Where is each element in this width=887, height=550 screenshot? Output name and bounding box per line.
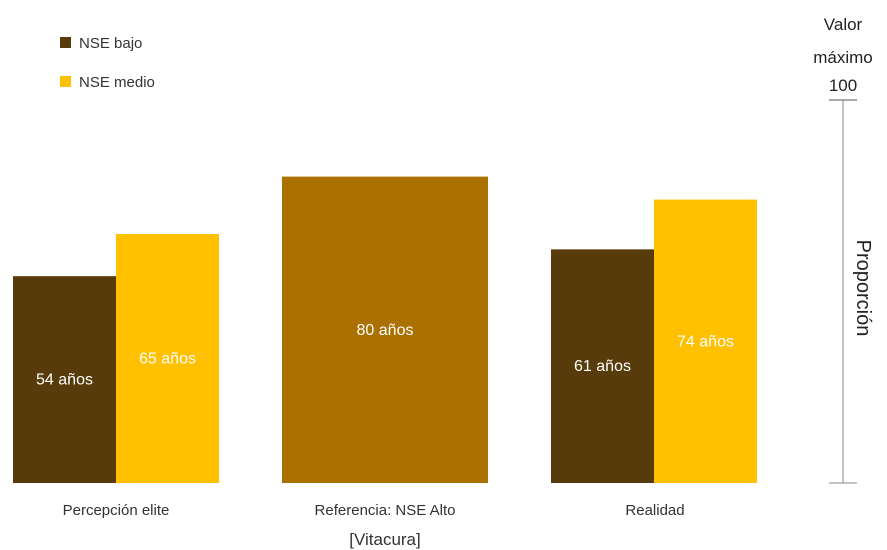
legend-label-nse-medio: NSE medio [79,74,155,91]
y-axis-label: Proporción [852,240,874,337]
data-label-nse-medio-realidad: 74 años [677,333,734,350]
scale-note-line-1: Valor [824,15,863,34]
category-label-realidad: Realidad [625,502,684,519]
legend-label-nse-bajo: NSE bajo [79,35,142,52]
scale-note-line-3: 100 [829,76,857,95]
bars-group [13,176,757,483]
scale-indicator: Valor máximo 100 Proporción [813,15,874,484]
data-label-nse-alto-referencia-nse-alto: 80 años [357,322,414,339]
bar-nse-medio-percepcion-elite [116,234,219,483]
data-label-nse-bajo-realidad: 61 años [574,358,631,375]
category-sublabel-vitacura: [Vitacura] [349,530,421,549]
scale-note-line-2: máximo [813,48,873,67]
category-label-percepcion-elite: Percepción elite [63,502,170,519]
legend: NSE bajo NSE medio [60,35,155,91]
data-label-nse-medio-percepcion-elite: 65 años [139,351,196,368]
data-label-nse-bajo-percepcion-elite: 54 años [36,372,93,389]
category-axis: Percepción elite Referencia: NSE Alto [V… [63,502,685,549]
bar-labels-group: 54 años 65 años 80 años 61 años 74 años [36,322,734,389]
bar-nse-bajo-percepcion-elite [13,276,116,483]
bar-nse-alto-referencia-nse-alto [282,176,488,483]
bar-nse-medio-realidad [654,199,757,483]
bar-nse-bajo-realidad [551,249,654,483]
legend-swatch-nse-medio [60,76,71,87]
legend-swatch-nse-bajo [60,37,71,48]
category-label-referencia: Referencia: NSE Alto [315,502,456,519]
